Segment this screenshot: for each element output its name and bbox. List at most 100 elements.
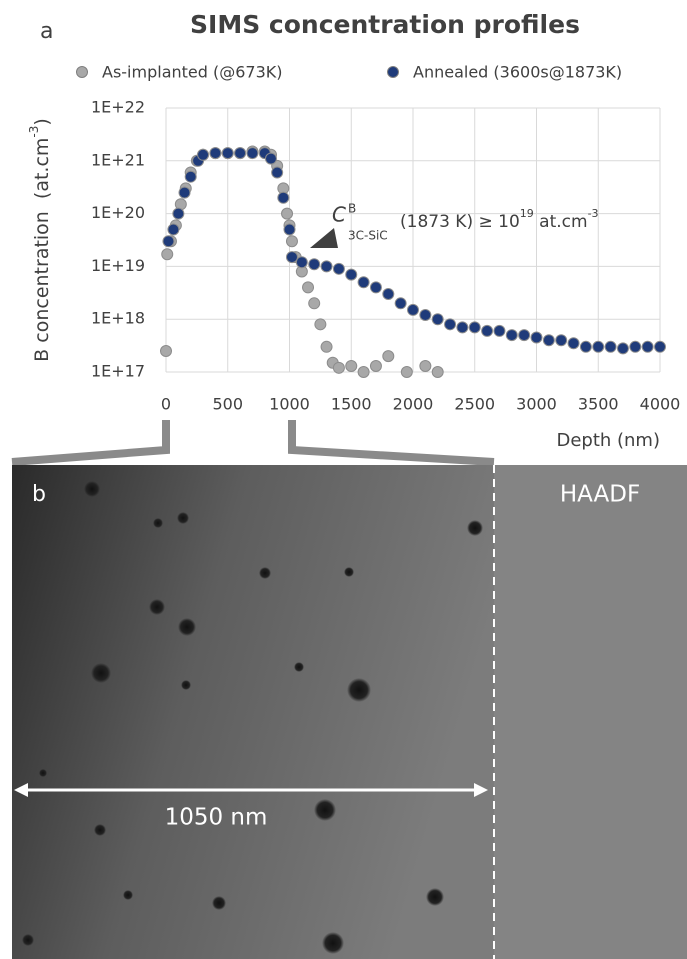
y-tick-label: 1E+17 — [91, 362, 145, 381]
point — [246, 147, 259, 160]
point — [431, 313, 444, 326]
point — [407, 303, 419, 316]
y-label-text: B concentration (at.cm — [31, 138, 53, 362]
scale-label: 1050 nm — [165, 805, 268, 831]
point — [320, 340, 333, 353]
series — [162, 147, 666, 355]
y-axis-label: B concentration (at.cm-3) — [27, 118, 53, 362]
plot: 1E+17 1E+18 1E+19 1E+20 1E+21 1E+22 0 500 1000 15… — [76, 63, 681, 414]
point — [616, 342, 629, 355]
point — [431, 366, 444, 378]
point — [332, 361, 345, 374]
point — [542, 334, 555, 347]
legend-marker — [76, 66, 88, 78]
zoom-connector — [11, 420, 170, 466]
annotation-text: (1873 K) ≥ 1019 at.cm-3 — [400, 207, 599, 232]
x-tick-label: 500 — [212, 395, 243, 414]
point — [400, 366, 413, 378]
scale-arrowhead — [14, 783, 28, 797]
point — [505, 329, 518, 342]
point — [357, 276, 370, 289]
point — [444, 318, 457, 331]
point — [345, 359, 358, 372]
x-tick-label: 4000 — [640, 395, 681, 414]
point — [419, 359, 432, 372]
point — [161, 248, 174, 261]
point — [234, 147, 247, 160]
point — [592, 340, 605, 353]
point — [382, 288, 395, 301]
x-tick-label: 1500 — [331, 395, 372, 414]
point — [518, 329, 531, 342]
point — [277, 191, 290, 204]
point — [629, 340, 642, 353]
point — [604, 340, 617, 353]
x-tick-label: 1000 — [269, 395, 310, 414]
point — [264, 152, 277, 165]
point — [419, 309, 432, 322]
annotation-sub: 3C-SiC — [348, 229, 388, 243]
point — [641, 340, 654, 353]
scale-arrowhead — [474, 783, 488, 797]
point — [167, 223, 180, 236]
point — [345, 268, 358, 281]
legend-label: Annealed (3600s@1873K) — [413, 63, 622, 82]
panel-label: a — [40, 19, 53, 44]
chart-title: SIMS concentration profiles — [190, 10, 580, 39]
point — [178, 186, 191, 199]
point — [320, 260, 333, 273]
legend-marker — [387, 66, 399, 78]
zoom-connector — [288, 420, 495, 466]
point — [382, 350, 395, 363]
point — [555, 334, 568, 347]
point — [530, 331, 543, 344]
point — [308, 258, 321, 271]
point — [302, 281, 315, 294]
point — [468, 321, 481, 334]
point — [369, 281, 382, 294]
y-tick-label: 1E+22 — [91, 98, 145, 117]
annotation-symbol: C — [332, 203, 346, 227]
point — [369, 359, 382, 372]
point — [481, 324, 494, 337]
point — [271, 166, 284, 179]
panel-label: b — [32, 482, 46, 507]
annotation-unit: at.cm — [534, 212, 588, 232]
annotation-sup: B — [348, 202, 356, 216]
point — [493, 324, 506, 337]
point — [160, 344, 172, 357]
micrograph: 1050 nm b HAADF — [12, 465, 687, 959]
x-axis-label: Depth (nm) — [556, 430, 660, 451]
point — [456, 321, 469, 334]
point — [332, 262, 345, 275]
y-tick-label: 1E+21 — [91, 150, 145, 169]
point — [295, 256, 308, 269]
point — [172, 207, 185, 220]
image-label: HAADF — [560, 482, 640, 508]
annotation-unit-exp: -3 — [588, 207, 599, 220]
tem-region — [12, 465, 494, 959]
point — [283, 223, 296, 236]
point — [221, 147, 234, 160]
annotation-arrow — [310, 228, 338, 248]
point — [308, 297, 321, 310]
point — [209, 147, 222, 160]
y-tick-label: 1E+19 — [91, 256, 145, 275]
point — [285, 251, 298, 264]
annotation-exp: 19 — [520, 207, 534, 220]
point — [197, 148, 210, 161]
precipitates — [22, 481, 483, 954]
legend-label: As-implanted (@673K) — [102, 63, 283, 82]
y-tick-label: 1E+20 — [91, 203, 145, 222]
point — [314, 318, 327, 331]
x-tick-label: 3000 — [516, 395, 557, 414]
annotation-main: (1873 K) ≥ 10 — [400, 212, 520, 232]
x-tick-label: 3500 — [578, 395, 619, 414]
point — [394, 297, 407, 310]
y-tick-label: 1E+18 — [91, 309, 145, 328]
x-tick-label: 2500 — [454, 395, 495, 414]
point — [184, 170, 197, 183]
point — [567, 337, 580, 350]
point — [579, 340, 592, 353]
